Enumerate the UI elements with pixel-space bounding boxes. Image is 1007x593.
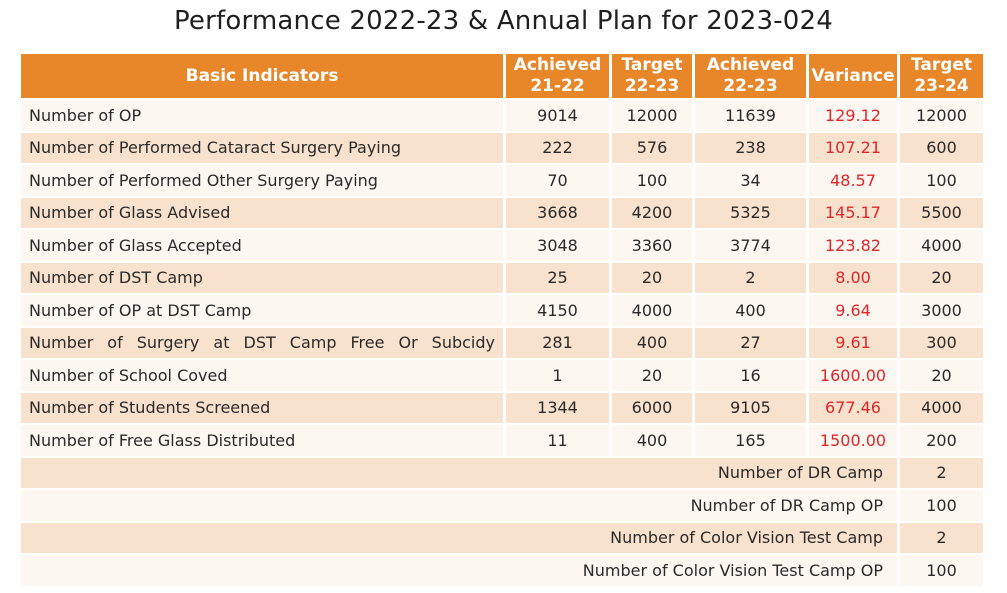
target-22-23-cell: 6000	[612, 392, 692, 423]
extra-indicator-cell: Number of Color Vision Test Camp	[21, 522, 897, 553]
target-22-23-cell: 20	[612, 360, 692, 391]
target-22-23-cell: 400	[612, 327, 692, 358]
table-row: Number of OP at DST Camp 4150 4000 400 9…	[21, 295, 983, 326]
target-23-24-cell: 20	[900, 262, 983, 293]
achieved-21-22-cell: 1	[506, 360, 609, 391]
target-23-24-cell: 100	[900, 555, 983, 586]
extra-indicator-cell: Number of DR Camp	[21, 457, 897, 488]
variance-cell: 129.12	[809, 100, 897, 131]
table-row: Number of School Coved 1 20 16 1600.00 2…	[21, 360, 983, 391]
target-23-24-cell: 12000	[900, 100, 983, 131]
variance-cell: 107.21	[809, 132, 897, 163]
target-23-24-cell: 3000	[900, 295, 983, 326]
variance-cell: 48.57	[809, 165, 897, 196]
target-23-24-cell: 2	[900, 522, 983, 553]
table-row: Number of Glass Accepted 3048 3360 3774 …	[21, 230, 983, 261]
header-achieved-22-23: Achieved 22-23	[695, 54, 806, 98]
target-23-24-cell: 5500	[900, 197, 983, 228]
variance-cell: 9.64	[809, 295, 897, 326]
variance-cell: 1600.00	[809, 360, 897, 391]
achieved-22-23-cell: 27	[695, 327, 806, 358]
header-achieved-21-22: Achieved 21-22	[506, 54, 609, 98]
extra-row: Number of DR Camp OP 100	[21, 490, 983, 521]
indicator-cell: Number of Performed Other Surgery Paying	[21, 165, 503, 196]
target-23-24-cell: 4000	[900, 230, 983, 261]
target-22-23-cell: 4000	[612, 295, 692, 326]
extra-row: Number of DR Camp 2	[21, 457, 983, 488]
variance-cell: 145.17	[809, 197, 897, 228]
target-23-24-cell: 2	[900, 457, 983, 488]
achieved-22-23-cell: 3774	[695, 230, 806, 261]
variance-cell: 123.82	[809, 230, 897, 261]
header-row: Basic Indicators Achieved 21-22 Target 22-…	[21, 54, 983, 98]
achieved-22-23-cell: 238	[695, 132, 806, 163]
extra-indicator-cell: Number of DR Camp OP	[21, 490, 897, 521]
extra-indicator-cell: Number of Color Vision Test Camp OP	[21, 555, 897, 586]
achieved-21-22-cell: 1344	[506, 392, 609, 423]
achieved-21-22-cell: 25	[506, 262, 609, 293]
achieved-21-22-cell: 70	[506, 165, 609, 196]
target-22-23-cell: 576	[612, 132, 692, 163]
indicator-cell: Number of Surgery at DST Camp Free Or Su…	[21, 327, 503, 358]
target-22-23-cell: 12000	[612, 100, 692, 131]
achieved-22-23-cell: 34	[695, 165, 806, 196]
target-23-24-cell: 300	[900, 327, 983, 358]
achieved-21-22-cell: 11	[506, 425, 609, 456]
table-row: Number of Students Screened 1344 6000 91…	[21, 392, 983, 423]
extra-row: Number of Color Vision Test Camp OP 100	[21, 555, 983, 586]
table-row: Number of Performed Other Surgery Paying…	[21, 165, 983, 196]
table-row: Number of Performed Cataract Surgery Pay…	[21, 132, 983, 163]
header-variance: Variance	[809, 54, 897, 98]
achieved-21-22-cell: 9014	[506, 100, 609, 131]
header-target-23-24: Target 23-24	[900, 54, 983, 98]
target-23-24-cell: 20	[900, 360, 983, 391]
achieved-21-22-cell: 222	[506, 132, 609, 163]
target-23-24-cell: 200	[900, 425, 983, 456]
achieved-21-22-cell: 281	[506, 327, 609, 358]
table-row: Number of Surgery at DST Camp Free Or Su…	[21, 327, 983, 358]
variance-cell: 8.00	[809, 262, 897, 293]
achieved-22-23-cell: 9105	[695, 392, 806, 423]
page-title: Performance 2022-23 & Annual Plan for 20…	[173, 6, 834, 36]
target-22-23-cell: 20	[612, 262, 692, 293]
extra-row: Number of Color Vision Test Camp 2	[21, 522, 983, 553]
indicator-cell: Number of Glass Accepted	[21, 230, 503, 261]
table-row: Number of OP 9014 12000 11639 129.12 120…	[21, 100, 983, 131]
table-row: Number of DST Camp 25 20 2 8.00 20	[21, 262, 983, 293]
target-23-24-cell: 4000	[900, 392, 983, 423]
indicator-cell: Number of Glass Advised	[21, 197, 503, 228]
target-23-24-cell: 100	[900, 165, 983, 196]
variance-cell: 9.61	[809, 327, 897, 358]
achieved-21-22-cell: 4150	[506, 295, 609, 326]
achieved-22-23-cell: 2	[695, 262, 806, 293]
achieved-21-22-cell: 3048	[506, 230, 609, 261]
target-22-23-cell: 400	[612, 425, 692, 456]
target-23-24-cell: 100	[900, 490, 983, 521]
header-basic-indicators: Basic Indicators	[21, 54, 503, 98]
target-22-23-cell: 4200	[612, 197, 692, 228]
target-22-23-cell: 3360	[612, 230, 692, 261]
table-row: Number of Free Glass Distributed 11 400 …	[21, 425, 983, 456]
indicator-cell: Number of Performed Cataract Surgery Pay…	[21, 132, 503, 163]
achieved-22-23-cell: 16	[695, 360, 806, 391]
table-row: Number of Glass Advised 3668 4200 5325 1…	[21, 197, 983, 228]
achieved-22-23-cell: 5325	[695, 197, 806, 228]
variance-cell: 677.46	[809, 392, 897, 423]
header-target-22-23: Target 22-23	[612, 54, 692, 98]
target-22-23-cell: 100	[612, 165, 692, 196]
indicator-cell: Number of DST Camp	[21, 262, 503, 293]
indicator-cell: Number of School Coved	[21, 360, 503, 391]
indicator-cell: Number of OP	[21, 100, 503, 131]
achieved-21-22-cell: 3668	[506, 197, 609, 228]
indicator-cell: Number of Students Screened	[21, 392, 503, 423]
variance-cell: 1500.00	[809, 425, 897, 456]
achieved-22-23-cell: 165	[695, 425, 806, 456]
target-23-24-cell: 600	[900, 132, 983, 163]
performance-table: Basic Indicators Achieved 21-22 Target 22-…	[18, 52, 986, 588]
achieved-22-23-cell: 400	[695, 295, 806, 326]
achieved-22-23-cell: 11639	[695, 100, 806, 131]
indicator-cell: Number of OP at DST Camp	[21, 295, 503, 326]
indicator-cell: Number of Free Glass Distributed	[21, 425, 503, 456]
